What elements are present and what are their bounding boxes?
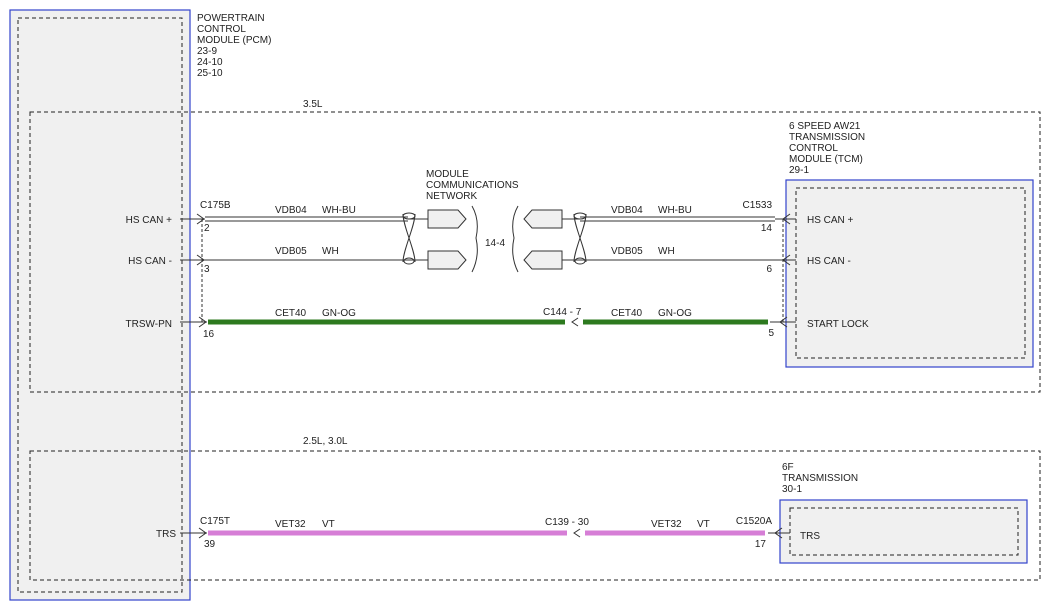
wire-color: GN-OG [658, 308, 692, 319]
pcm-pin: TRS [156, 529, 176, 540]
connector-pin: 2 [204, 223, 210, 234]
connector-pin: 6 [766, 264, 772, 275]
region-label: 2.5L, 3.0L [303, 436, 348, 447]
tcm-line: MODULE (TCM) [789, 154, 863, 165]
inline-connector [571, 317, 579, 327]
trans-line: 6F [782, 462, 794, 473]
pcm-inner [17, 17, 183, 593]
trans-box [779, 499, 1028, 564]
tcm-line: CONTROL [789, 143, 838, 154]
tcm-inner [795, 187, 1026, 359]
pin-arrows [180, 213, 796, 539]
network-connector [427, 250, 467, 270]
connector-pin: 17 [755, 539, 767, 550]
trans-pin: TRS [800, 531, 820, 542]
connector-pin: 39 [204, 539, 216, 550]
network-line: COMMUNICATIONS [426, 180, 519, 191]
trans-line: 30-1 [782, 484, 802, 495]
network-ref: 14-4 [485, 238, 505, 249]
network-connector [523, 250, 563, 270]
network-line: MODULE [426, 169, 469, 180]
network-connector [427, 209, 467, 229]
connector-name: C139 - 30 [545, 517, 589, 528]
connector-pin: 16 [203, 329, 215, 340]
connector-pin: 14 [761, 223, 773, 234]
region-label: 3.5L [303, 99, 323, 110]
connector-name: C175T [200, 516, 230, 527]
network-connector [523, 209, 563, 229]
wire-color: VT [697, 519, 710, 530]
tcm-label: 6 SPEED AW21 TRANSMISSION CONTROL MODULE… [789, 121, 865, 176]
region-box [29, 450, 1041, 581]
pcm-line: POWERTRAIN [197, 13, 265, 24]
connector-name: C1520A [736, 516, 772, 527]
pcm-label: POWERTRAIN CONTROL MODULE (PCM) 23-9 24-… [197, 13, 271, 79]
wire-circuit: CET40 [611, 308, 643, 319]
tcm-pin: HS CAN + [807, 215, 854, 226]
tcm-line: 29-1 [789, 165, 809, 176]
connector-name: C1533 [743, 200, 773, 211]
wire-color: WH [322, 246, 339, 257]
wire-circuit: VDB05 [275, 246, 307, 257]
tcm-pin: HS CAN - [807, 256, 851, 267]
wire-color: WH-BU [658, 205, 692, 216]
wire-color: WH-BU [322, 205, 356, 216]
wire-circuit: VDB04 [611, 205, 643, 216]
tcm-pin: START LOCK [807, 319, 869, 330]
tcm-line: TRANSMISSION [789, 132, 865, 143]
network-line: NETWORK [426, 191, 477, 202]
connector-name: C175B [200, 200, 231, 211]
wire-color: GN-OG [322, 308, 356, 319]
wire-color: VT [322, 519, 335, 530]
tcm-line: 6 SPEED AW21 [789, 121, 861, 132]
inline-connector [573, 528, 581, 538]
wire-circuit: VDB05 [611, 246, 643, 257]
pcm-pin: HS CAN - [128, 256, 172, 267]
pcm-pin: TRSW-PN [126, 319, 172, 330]
wire-circuit: VDB04 [275, 205, 307, 216]
pcm-pin: HS CAN + [126, 215, 173, 226]
wire-circuit: VET32 [651, 519, 682, 530]
wire-circuit: VET32 [275, 519, 306, 530]
connector-name: C144 - 7 [543, 307, 582, 318]
wire-circuit: CET40 [275, 308, 307, 319]
can-wires [205, 205, 775, 273]
connector-pin: 5 [768, 328, 774, 339]
pcm-line: CONTROL [197, 24, 246, 35]
tcm-box [785, 179, 1034, 368]
pcm-line: 25-10 [197, 68, 223, 79]
pcm-line: MODULE (PCM) [197, 35, 271, 46]
pcm-box [9, 9, 191, 601]
connector-pin: 3 [204, 264, 210, 275]
region-box [29, 111, 1041, 393]
pcm-line: 24-10 [197, 57, 223, 68]
trans-line: TRANSMISSION [782, 473, 858, 484]
trans-inner [789, 507, 1019, 556]
wire-color: WH [658, 246, 675, 257]
trans-label: 6F TRANSMISSION 30-1 [782, 462, 858, 495]
pcm-line: 23-9 [197, 46, 217, 57]
